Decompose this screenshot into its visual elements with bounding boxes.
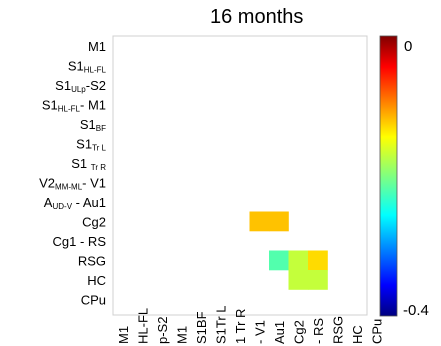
heatmap-cell — [249, 211, 270, 232]
column-label: RSG — [330, 316, 345, 344]
plot-area — [112, 35, 368, 316]
heatmap-cell — [269, 250, 289, 271]
colorbar — [379, 35, 398, 317]
row-label: V2MM-ML- V1 — [39, 175, 106, 191]
column-label: - V1 — [252, 320, 267, 344]
column-label: CPu — [369, 319, 384, 344]
heatmap-cell — [308, 270, 328, 290]
column-label: M1 — [174, 326, 189, 344]
heatmap-cell — [269, 211, 289, 232]
row-label: Cg1 - RS — [53, 234, 107, 249]
row-label: S1HL-FL — [68, 58, 107, 74]
colorbar-min-label: -0.4 — [403, 302, 429, 319]
row-label: HC — [87, 273, 106, 288]
heatmap-cell — [288, 270, 309, 290]
row-label: Cg2 — [82, 214, 106, 229]
column-label: M1 — [116, 326, 131, 344]
column-label: - RS — [311, 318, 326, 344]
column-label: Cg2 — [291, 320, 306, 344]
row-label: S1BF — [80, 117, 106, 133]
row-label: S1 Tr R — [71, 156, 106, 172]
column-label: S1Tr L — [213, 305, 228, 344]
row-label: S1HL-FL- M1 — [42, 97, 106, 113]
row-label: CPu — [81, 292, 106, 307]
heatmap-cell — [308, 250, 328, 271]
row-label: AUD-V - Au1 — [44, 195, 106, 211]
chart-title: 16 months — [210, 6, 304, 28]
column-label: 1 Tr R — [233, 309, 248, 344]
row-label: M1 — [88, 39, 106, 54]
heatmap-cell — [288, 250, 309, 271]
column-label: S1BF — [194, 311, 209, 344]
row-label: S1ULp-S2 — [55, 78, 106, 94]
row-label: S1Tr L — [76, 136, 106, 152]
colorbar-max-label: 0 — [404, 38, 412, 55]
column-label: Au1 — [272, 321, 287, 344]
column-label: p-S2 — [155, 317, 170, 344]
column-label: HC — [350, 325, 365, 344]
row-label: RSG — [78, 253, 106, 268]
column-label: HL-FL — [135, 308, 150, 344]
